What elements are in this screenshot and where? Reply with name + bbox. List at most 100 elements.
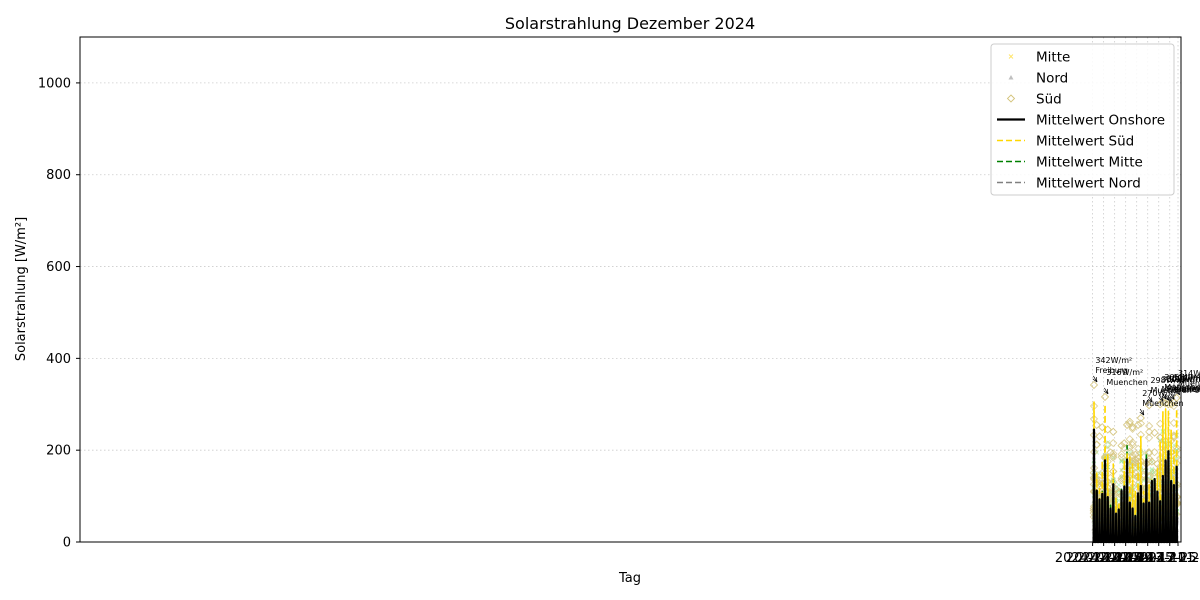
annotation-arrow bbox=[1159, 395, 1164, 402]
legend-box bbox=[990, 43, 1175, 196]
x-tick-label: 2024-12-09 bbox=[1077, 551, 1153, 566]
y-axis-label: Solarstrahlung [W/m²] bbox=[14, 217, 29, 361]
y-tick-label: 200 bbox=[46, 444, 71, 459]
annotation-label: Freiburg bbox=[1095, 366, 1128, 375]
legend: Mitte Nord Süd Mittelwert Onshore Mittelwert… bbox=[990, 43, 1175, 196]
sued-point bbox=[1109, 427, 1118, 436]
sued-point bbox=[1125, 417, 1134, 426]
legend-label: Mittelwert Mitte bbox=[1036, 155, 1143, 171]
annotation-arrow bbox=[1148, 395, 1153, 403]
annotation-arrowhead bbox=[1158, 396, 1164, 402]
annotation-arrow bbox=[1164, 394, 1169, 401]
sued-point bbox=[1144, 448, 1154, 457]
annotation-label: Muenchen bbox=[1164, 383, 1200, 392]
sued-point bbox=[1136, 419, 1146, 428]
annotation-label: 298W/m² bbox=[1150, 376, 1187, 385]
mitte-point bbox=[1119, 467, 1124, 473]
sued-point bbox=[1150, 448, 1159, 457]
sued-point bbox=[1128, 424, 1137, 433]
sued-point bbox=[1120, 439, 1129, 448]
legend-label: Süd bbox=[1036, 92, 1062, 108]
y-tick-label: 600 bbox=[46, 260, 71, 275]
mean-lines bbox=[1091, 401, 1180, 544]
sued-point bbox=[1133, 420, 1143, 430]
annotation-label: Muenchen bbox=[1170, 385, 1200, 394]
sued-point bbox=[1128, 423, 1137, 432]
sued-point bbox=[1128, 438, 1137, 447]
sued-point bbox=[1136, 413, 1145, 423]
sued-point bbox=[1109, 438, 1118, 448]
x-axis-label: Tag bbox=[618, 571, 641, 586]
y-tick-label: 1000 bbox=[38, 76, 71, 91]
sued-point bbox=[1144, 433, 1154, 442]
plot-frame bbox=[79, 36, 1182, 543]
annotation-label: Muenchen bbox=[1178, 379, 1200, 388]
annotation-label: 342W/m² bbox=[1095, 356, 1132, 365]
annotation-label: Muenchen bbox=[1142, 399, 1183, 408]
legend-label: Mitte bbox=[1036, 50, 1070, 66]
sued-point bbox=[1109, 449, 1118, 458]
mitte-point bbox=[1157, 437, 1163, 443]
sued-point bbox=[1150, 428, 1159, 437]
annotation-label: 304W/m² bbox=[1173, 373, 1200, 382]
annotation-arrowhead bbox=[1169, 394, 1175, 400]
mitte-point bbox=[1116, 498, 1122, 503]
x-tick-label: 2024-12-25 bbox=[1121, 551, 1197, 566]
legend-swatch bbox=[1006, 94, 1016, 103]
x-tick-label: 2024-12-01 bbox=[1055, 551, 1131, 566]
mitte-point bbox=[1171, 442, 1177, 448]
x-tick-label: 2025-01-01 bbox=[1140, 551, 1200, 566]
sued-point bbox=[1145, 427, 1154, 436]
legend-label: Mittelwert Onshore bbox=[1036, 113, 1165, 129]
mitte-point bbox=[1116, 482, 1122, 488]
axes: 2024-12-012024-12-052024-12-092024-12-13… bbox=[38, 76, 1200, 566]
y-tick-label: 800 bbox=[46, 168, 71, 183]
sued-point bbox=[1172, 393, 1181, 402]
annotation-label: 314W/m² bbox=[1178, 369, 1200, 378]
sued-point bbox=[1145, 421, 1154, 431]
x-tick-label: 2024-12-13 bbox=[1088, 551, 1164, 566]
annotation-arrowhead bbox=[1147, 397, 1153, 403]
annotation-arrowhead bbox=[1139, 410, 1145, 416]
annotation-arrow bbox=[1170, 393, 1175, 400]
sued-point bbox=[1147, 457, 1156, 466]
legend-label: Mittelwert Nord bbox=[1036, 176, 1141, 192]
annotation-label: Muenchen bbox=[1150, 386, 1191, 395]
y-tick-label: 400 bbox=[46, 352, 71, 367]
sued-point bbox=[1089, 380, 1099, 390]
sued-point bbox=[1169, 401, 1179, 411]
annotation-arrowhead bbox=[1175, 389, 1180, 396]
annotation-label: Muenchen bbox=[1173, 383, 1200, 392]
x-tick-label: 2024-12-05 bbox=[1066, 551, 1142, 566]
legend-swatch bbox=[1008, 54, 1014, 59]
legend-swatch bbox=[1008, 75, 1014, 80]
annotation-label: Muenchen bbox=[1106, 378, 1147, 387]
annotation-label: 302W/m² bbox=[1167, 374, 1200, 383]
sued-point bbox=[1109, 453, 1118, 462]
x-tick-label: 2024-12-29 bbox=[1132, 551, 1200, 566]
annotation-arrow bbox=[1093, 375, 1098, 383]
annotation-label: 270W/m² bbox=[1142, 389, 1179, 398]
annotation-label: 300W/m² bbox=[1161, 375, 1198, 384]
x-tick-label: 2024-12-17 bbox=[1099, 551, 1175, 566]
sued-point bbox=[1100, 392, 1110, 402]
sued-point bbox=[1144, 401, 1154, 410]
y-tick-label: 0 bbox=[63, 536, 71, 551]
annotation-label: Freiburg bbox=[1167, 384, 1200, 393]
mitte-point bbox=[1105, 444, 1110, 450]
sued-point bbox=[1117, 450, 1126, 459]
legend-label: Mittelwert Süd bbox=[1036, 134, 1134, 150]
sued-point bbox=[1095, 432, 1104, 441]
annotation-arrow bbox=[1167, 395, 1172, 402]
annotation-label: 316W/m² bbox=[1106, 368, 1143, 377]
annotation-arrow bbox=[1104, 387, 1109, 395]
sued-point bbox=[1122, 420, 1132, 430]
annotation-label: 300W/m² bbox=[1170, 375, 1200, 384]
annotation-arrowhead bbox=[1103, 388, 1109, 395]
sued-point bbox=[1109, 451, 1118, 461]
sued-point bbox=[1161, 399, 1170, 408]
sued-point bbox=[1106, 448, 1115, 457]
annotations: 342W/m²Freiburg316W/m²Muenchen270W/m²Mue… bbox=[1092, 356, 1200, 416]
annotation-label: 305W/m² bbox=[1164, 373, 1200, 382]
